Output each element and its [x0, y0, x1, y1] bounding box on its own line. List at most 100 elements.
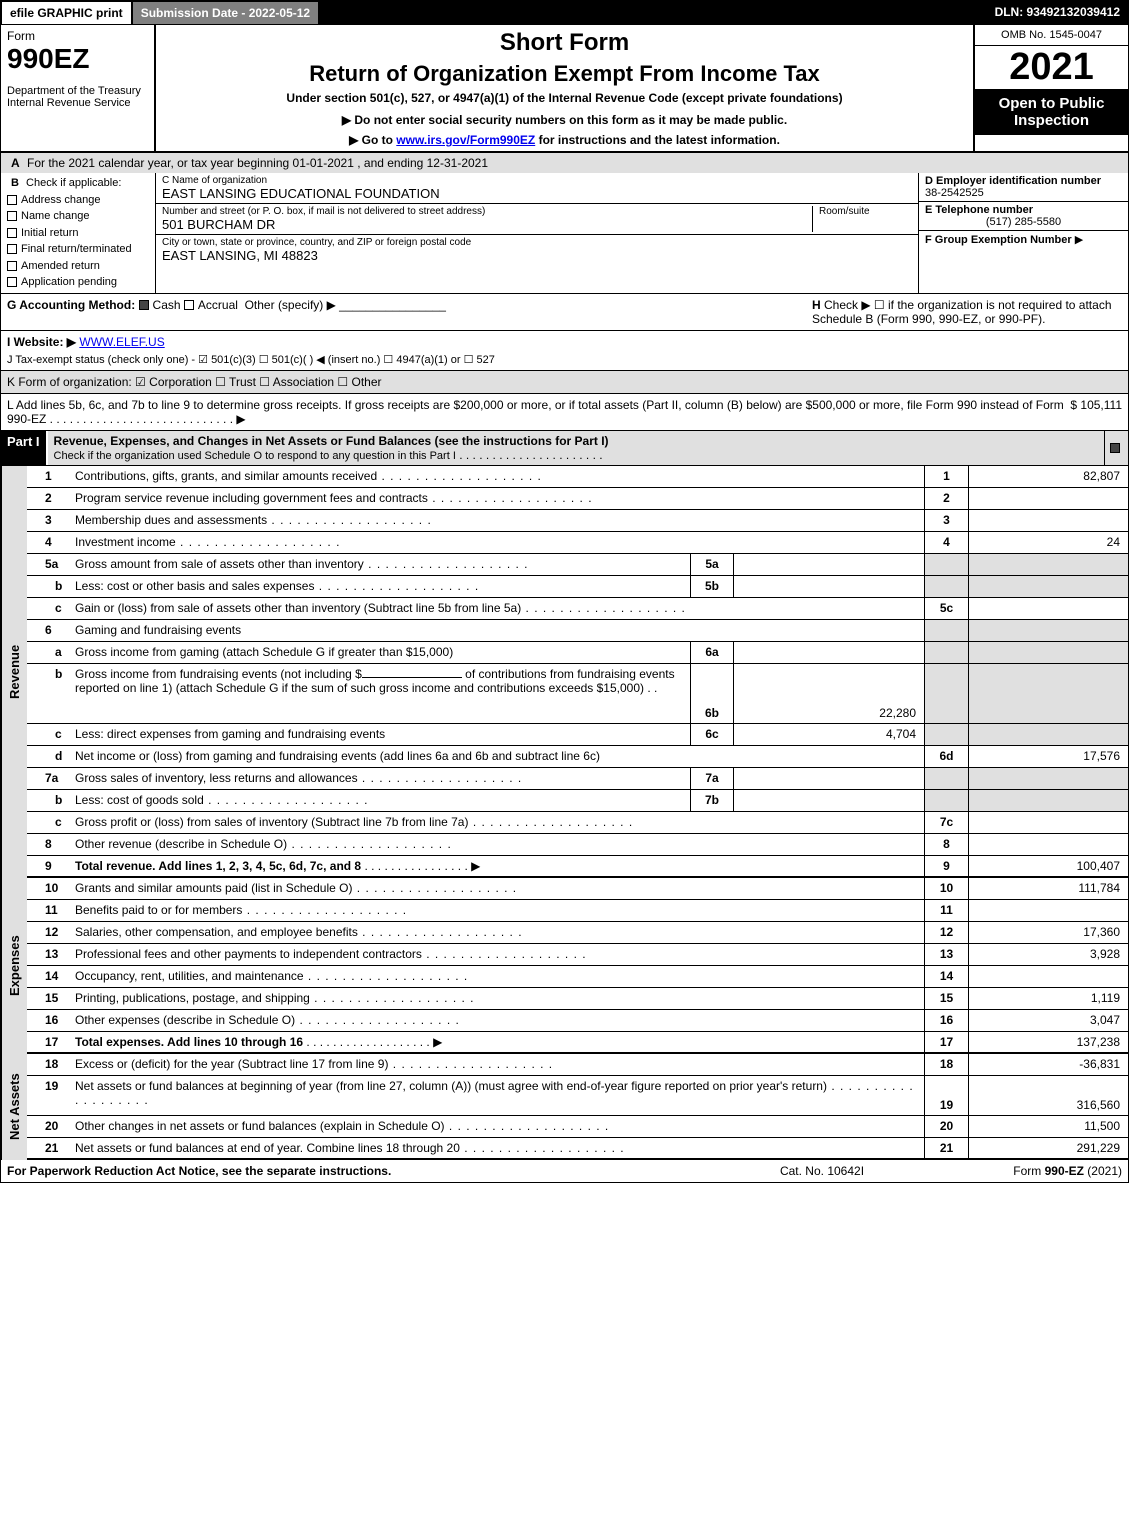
- l12-val: 17,360: [968, 922, 1128, 943]
- l13-desc: Professional fees and other payments to …: [71, 944, 924, 965]
- dept-label: Department of the Treasury: [7, 85, 148, 97]
- header-right: OMB No. 1545-0047 2021 Open to Public In…: [973, 25, 1128, 151]
- l7a-shade: [924, 768, 968, 789]
- l7c-desc: Gross profit or (loss) from sales of inv…: [71, 812, 924, 833]
- revenue-section: Revenue 1Contributions, gifts, grants, a…: [1, 466, 1128, 878]
- l6d-rnum: 6d: [924, 746, 968, 767]
- chk-name[interactable]: [7, 211, 17, 221]
- l7b-num: b: [27, 790, 71, 811]
- line-7a: 7aGross sales of inventory, less returns…: [27, 768, 1128, 790]
- line-15: 15Printing, publications, postage, and s…: [27, 988, 1128, 1010]
- l8-val: [968, 834, 1128, 855]
- l6-desc: Gaming and fundraising events: [71, 620, 924, 641]
- l15-rnum: 15: [924, 988, 968, 1009]
- l6c-num: c: [27, 724, 71, 745]
- l5c-num: c: [27, 598, 71, 619]
- line-6a: aGross income from gaming (attach Schedu…: [27, 642, 1128, 664]
- l3-num: 3: [27, 510, 71, 531]
- l6a-shade: [924, 642, 968, 663]
- l6b-shade: [924, 664, 968, 723]
- l5c-rnum: 5c: [924, 598, 968, 619]
- form-container: efile GRAPHIC print Submission Date - 20…: [0, 0, 1129, 1183]
- l7b-box: 7b: [690, 790, 734, 811]
- l5a-rshade: [968, 554, 1128, 575]
- l13-rnum: 13: [924, 944, 968, 965]
- l6b-bv: 22,280: [734, 664, 924, 723]
- l12-desc: Salaries, other compensation, and employ…: [71, 922, 924, 943]
- l6d-num: d: [27, 746, 71, 767]
- l7c-rnum: 7c: [924, 812, 968, 833]
- expenses-section: Expenses 10Grants and similar amounts pa…: [1, 878, 1128, 1054]
- chk-amended[interactable]: [7, 261, 17, 271]
- g-other: Other (specify) ▶: [245, 298, 336, 312]
- l17-rnum: 17: [924, 1032, 968, 1052]
- line-7b: bLess: cost of goods sold7b: [27, 790, 1128, 812]
- chk-initial[interactable]: [7, 228, 17, 238]
- goto-link[interactable]: www.irs.gov/Form990EZ: [396, 133, 535, 147]
- header-left: Form 990EZ Department of the Treasury In…: [1, 25, 156, 151]
- c-addr-lbl: Number and street (or P. O. box, if mail…: [162, 206, 812, 217]
- l20-desc: Other changes in net assets or fund bala…: [71, 1116, 924, 1137]
- l2-rnum: 2: [924, 488, 968, 509]
- l7c-num: c: [27, 812, 71, 833]
- h-text: Check ▶ ☐ if the organization is not req…: [812, 298, 1112, 326]
- l18-desc: Excess or (deficit) for the year (Subtra…: [71, 1054, 924, 1075]
- c-city-cell: City or town, state or province, country…: [156, 235, 918, 265]
- chk-cash[interactable]: [139, 300, 149, 310]
- irs-label: Internal Revenue Service: [7, 97, 148, 109]
- l17-desc: Total expenses. Add lines 10 through 16 …: [71, 1032, 924, 1052]
- l5b-box: 5b: [690, 576, 734, 597]
- e-tel: E Telephone number (517) 285-5580: [919, 202, 1128, 231]
- l13-val: 3,928: [968, 944, 1128, 965]
- website-link[interactable]: WWW.ELEF.US: [79, 335, 164, 349]
- l20-num: 20: [27, 1116, 71, 1137]
- chk-schedule-o: [1110, 443, 1120, 453]
- l1-desc: Contributions, gifts, grants, and simila…: [71, 466, 924, 487]
- line-5c: cGain or (loss) from sale of assets othe…: [27, 598, 1128, 620]
- revenue-lines: 1Contributions, gifts, grants, and simil…: [27, 466, 1128, 878]
- row-i: I Website: ▶ WWW.ELEF.US: [1, 331, 1128, 349]
- l7b-shade: [924, 790, 968, 811]
- line-9: 9Total revenue. Add lines 1, 2, 3, 4, 5c…: [27, 856, 1128, 878]
- part-i-sub: Check if the organization used Schedule …: [54, 450, 456, 462]
- l9-rnum: 9: [924, 856, 968, 876]
- l5a-desc: Gross amount from sale of assets other t…: [71, 554, 690, 575]
- l14-rnum: 14: [924, 966, 968, 987]
- l9-num: 9: [27, 856, 71, 876]
- l7c-val: [968, 812, 1128, 833]
- l2-desc: Program service revenue including govern…: [71, 488, 924, 509]
- line-6d: dNet income or (loss) from gaming and fu…: [27, 746, 1128, 768]
- efile-label: efile GRAPHIC print: [1, 1, 132, 25]
- chk-address[interactable]: [7, 195, 17, 205]
- opt-name: Name change: [21, 210, 90, 222]
- l7a-desc: Gross sales of inventory, less returns a…: [71, 768, 690, 789]
- row-g-h: G Accounting Method: Cash Accrual Other …: [1, 294, 1128, 331]
- dln-label: DLN: 93492132039412: [987, 1, 1128, 25]
- l10-num: 10: [27, 878, 71, 899]
- footer-right: Form 990-EZ (2021): [922, 1164, 1122, 1178]
- l20-rnum: 20: [924, 1116, 968, 1137]
- footer-right-post: (2021): [1084, 1164, 1122, 1178]
- l7a-bv: [734, 768, 924, 789]
- l10-desc: Grants and similar amounts paid (list in…: [71, 878, 924, 899]
- l14-num: 14: [27, 966, 71, 987]
- l3-rnum: 3: [924, 510, 968, 531]
- chk-pending[interactable]: [7, 277, 17, 287]
- line-4: 4Investment income424: [27, 532, 1128, 554]
- g-cash: Cash: [153, 298, 181, 312]
- part-i-checkbox[interactable]: [1104, 431, 1128, 465]
- opt-amended: Amended return: [21, 260, 100, 272]
- chk-accrual[interactable]: [184, 300, 194, 310]
- footer-mid: Cat. No. 10642I: [722, 1164, 922, 1178]
- line-10: 10Grants and similar amounts paid (list …: [27, 878, 1128, 900]
- chk-final[interactable]: [7, 244, 17, 254]
- goto-text: ▶ Go to www.irs.gov/Form990EZ for instru…: [166, 133, 963, 147]
- footer-right-pre: Form: [1013, 1164, 1044, 1178]
- l7a-num: 7a: [27, 768, 71, 789]
- room-suite: Room/suite: [812, 206, 912, 232]
- line-6: 6Gaming and fundraising events: [27, 620, 1128, 642]
- l6-shade: [924, 620, 968, 641]
- expenses-lines: 10Grants and similar amounts paid (list …: [27, 878, 1128, 1054]
- l8-desc: Other revenue (describe in Schedule O): [71, 834, 924, 855]
- l6c-rshade: [968, 724, 1128, 745]
